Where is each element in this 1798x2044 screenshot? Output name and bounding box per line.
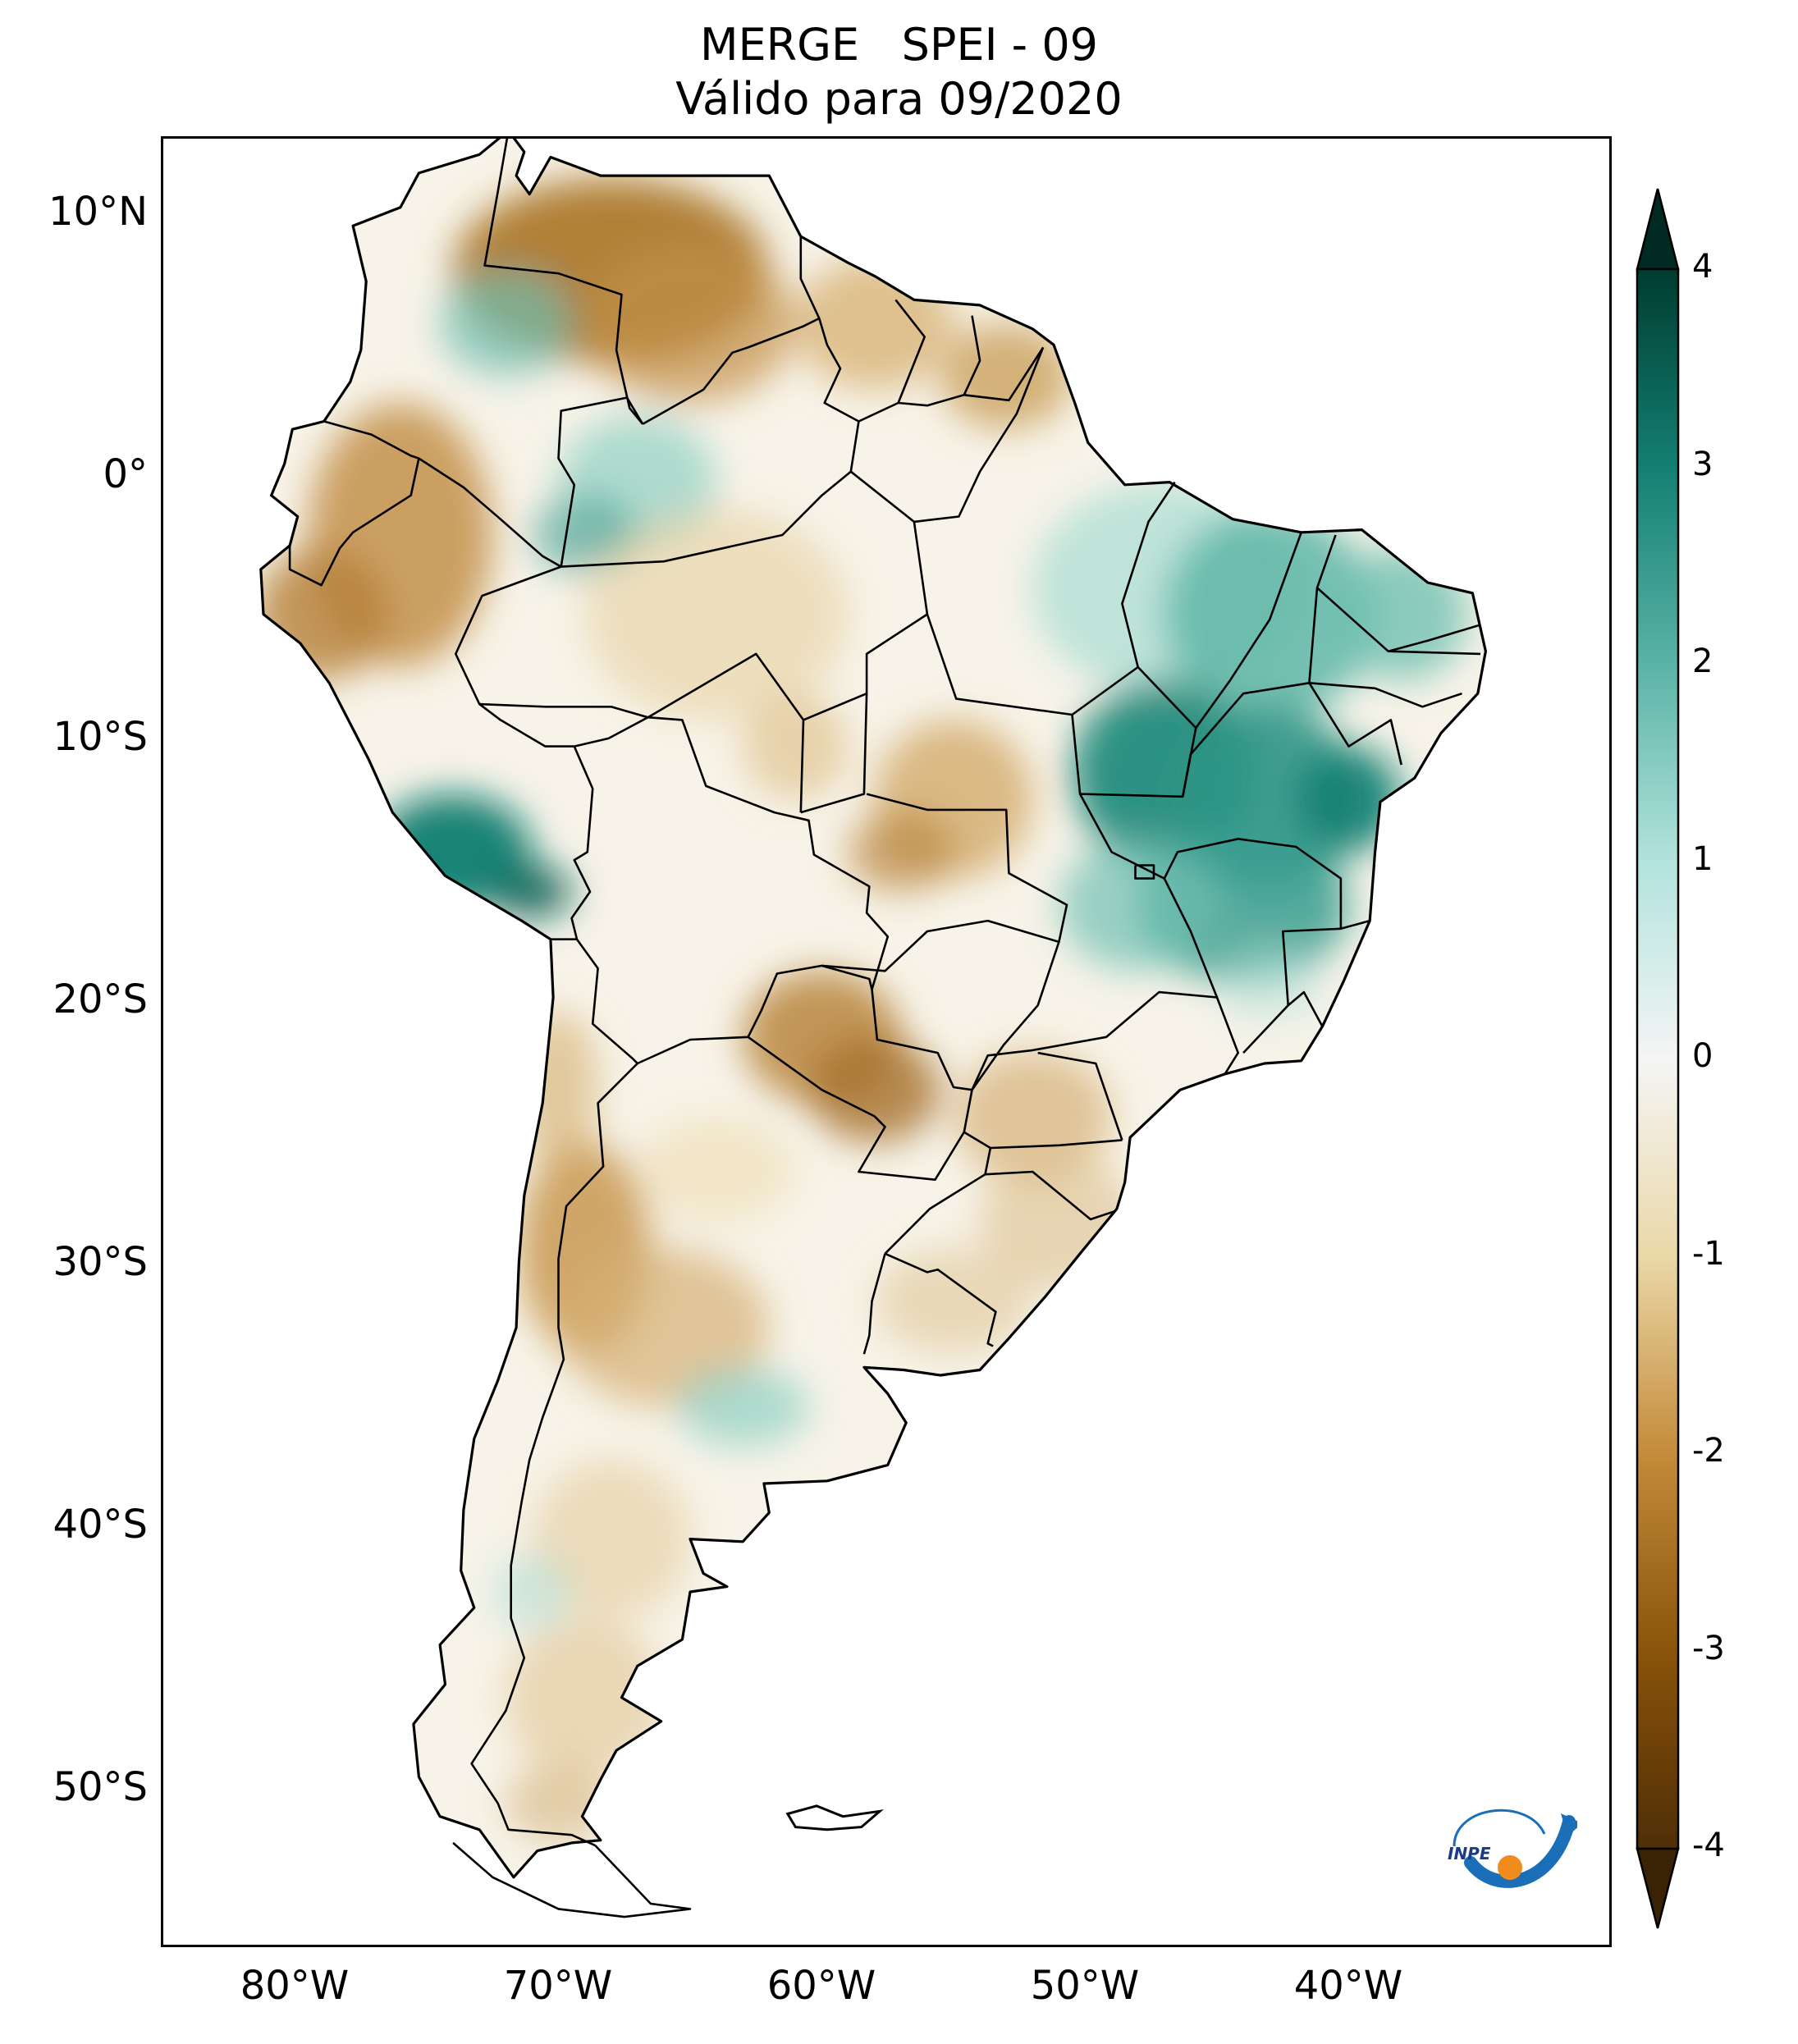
border-segment [574, 716, 890, 990]
border-segment [985, 1170, 1115, 1221]
border-segment [884, 1252, 997, 1347]
inpe-logo-text: INPE [1448, 1844, 1491, 1863]
border-segment [560, 421, 860, 568]
colorbar-tick-2: 2 [1692, 642, 1713, 680]
lat-tick-40s: 40°S [53, 1502, 148, 1548]
border-segment [866, 793, 1068, 943]
colorbar-tick-4: 4 [1692, 248, 1713, 286]
border-segment [1195, 532, 1302, 729]
map-frame [161, 136, 1612, 1947]
lat-tick-30s: 30°S [53, 1239, 148, 1285]
falkland-islands [785, 1804, 884, 1831]
colorbar-tick-0: 0 [1692, 1037, 1713, 1075]
colorbar-tick-minus-1: -1 [1692, 1235, 1725, 1273]
border-segment [1316, 587, 1481, 652]
lon-tick-40w: 40°W [1293, 1963, 1403, 2009]
border-segment [642, 236, 821, 425]
border-segment [550, 746, 594, 940]
lat-tick-50s: 50°S [53, 1764, 148, 1810]
lon-tick-50w: 50°W [1030, 1963, 1140, 2009]
colorbar-tick-minus-4: -4 [1692, 1827, 1725, 1864]
border-segment [557, 396, 644, 567]
lat-tick-20s: 20°S [53, 976, 148, 1022]
border-segment [894, 299, 926, 404]
border-segment [288, 458, 420, 587]
border-segment [1163, 838, 1343, 998]
border-segment [1242, 990, 1324, 1054]
border-segment [913, 346, 1045, 524]
border-segment [971, 990, 1239, 1091]
border-segment [1282, 919, 1370, 1006]
border-segment [926, 614, 1082, 794]
inpe-logo: INPE [1448, 1809, 1577, 1888]
border-segment [418, 457, 562, 568]
border-segment [803, 470, 929, 721]
colorbar [1636, 188, 1680, 1929]
border-segment [323, 420, 419, 460]
colorbar-body [1636, 268, 1680, 1850]
border-segment [747, 989, 973, 1181]
colorbar-tick-3: 3 [1692, 446, 1713, 483]
tierra-del-fuego [452, 1841, 692, 1918]
lat-tick-10n: 10°N [48, 189, 148, 235]
lon-tick-70w: 70°W [503, 1963, 613, 2009]
border-segment [575, 938, 638, 1064]
lat-tick-10s: 10°S [53, 714, 148, 760]
border-segment [1071, 665, 1139, 716]
border-segment [818, 315, 981, 423]
map-title: MERGE SPEI - 09 [699, 19, 1099, 71]
colorbar-tick-minus-2: -2 [1692, 1432, 1725, 1470]
border-segment [1037, 1051, 1123, 1141]
border-segment [479, 702, 648, 719]
map-subtitle: Válido para 09/2020 [675, 73, 1123, 125]
border-segment [1309, 682, 1462, 708]
border-segment [862, 1253, 886, 1355]
border-segment [963, 346, 1045, 402]
border-segment [647, 652, 805, 813]
spei-map [259, 139, 1487, 1918]
border-segment [1134, 864, 1155, 880]
border-segment [800, 693, 868, 814]
colorbar-tick-minus-3: -3 [1692, 1630, 1725, 1667]
border-segment [990, 1139, 1123, 1150]
border-segment [1388, 650, 1481, 656]
lon-tick-60w: 60°W [766, 1963, 876, 2009]
border-segment [637, 964, 873, 1065]
political-borders [288, 139, 1481, 1918]
colorbar-tick-1: 1 [1692, 840, 1713, 878]
colorbar-extend-bottom [1636, 1847, 1680, 1929]
border-segment [821, 919, 1060, 1091]
colorbar-extend-top [1636, 188, 1680, 271]
lat-tick-0: 0° [103, 451, 148, 497]
border-segment [470, 1063, 638, 1847]
lon-tick-80w: 80°W [240, 1963, 350, 2009]
